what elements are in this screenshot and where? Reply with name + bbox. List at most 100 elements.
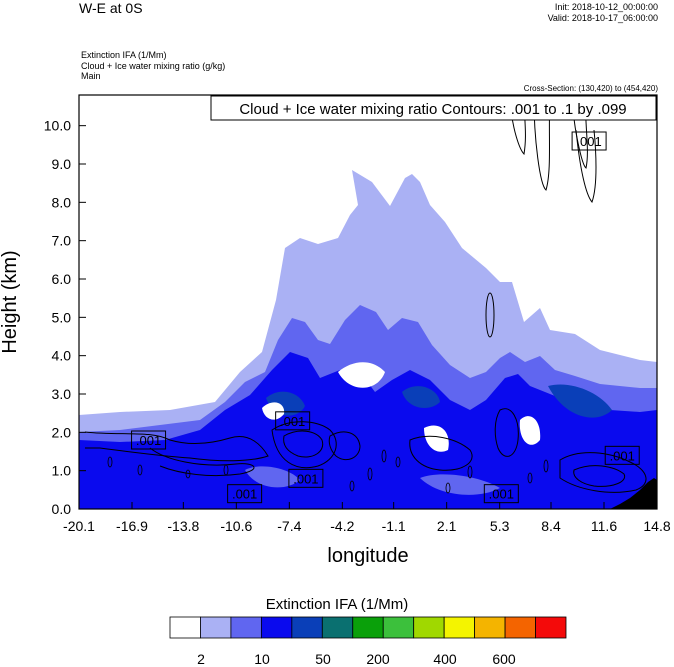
plot-title: W-E at 0S [79,0,143,16]
contour-upper-4 [575,129,597,203]
mixing-ratio-contours [84,98,647,493]
colorbar-swatch [352,616,384,639]
colorbar-label: 200 [366,651,390,667]
contour-line-label-text: .001 [576,134,601,149]
colorbar-swatch [382,616,415,639]
cell [107,456,113,468]
contour-cluster-2 [283,430,324,458]
y-tick-label: 10.0 [44,118,71,134]
contour-mid [485,292,495,338]
field-domain: Main [81,71,101,81]
colorbar-label: 2 [197,651,205,667]
contour-cluster-east-4 [573,465,626,487]
x-tick-label: -7.4 [277,518,301,534]
colorbar-label: 50 [315,651,331,667]
contour-info-box: Cloud + Ice water mixing ratio Contours:… [210,95,657,121]
field-extinction: Extinction IFA (1/Mm) [81,50,167,60]
y-tick-label: 4.0 [52,348,72,364]
contour-line-labels: .001 .001 .001 .001 .001 .001 .001 [131,131,640,504]
cell [349,480,355,492]
x-tick-label: 11.6 [591,518,617,534]
y-tick-label: 5.0 [52,309,72,325]
y-tick-label: 0.0 [52,501,72,517]
colorbar-label: 10 [254,651,270,667]
extinction-fill-layer [79,170,657,509]
contour-line-label-text: .001 [293,471,318,486]
x-tick-label: 8.4 [541,518,561,534]
init-time: Init: 2018-10-12_00:00:00 [554,2,658,12]
terrain-fill [610,478,657,509]
colorbar-label: 400 [433,651,457,667]
colorbar-swatch [260,616,293,639]
colorbar-swatch [200,616,232,639]
contour-line-label: .001 [227,484,263,504]
x-axis-label: longitude [327,545,408,567]
colorbar-swatch [321,616,354,639]
colorbar-title: Extinction IFA (1/Mm) [265,596,409,613]
colorbar-swatch [413,616,445,639]
y-tick-label: 3.0 [52,386,72,402]
fill-band-50-200 [79,352,657,509]
colorbar: 2 10 50 200 400 600 [169,616,567,667]
y-tick-label: 1.0 [52,463,72,479]
x-tick-label: -20.1 [63,518,95,534]
y-axis-ticks: 0.0 1.0 2.0 3.0 4.0 5.0 6.0 7.0 8.0 9.0 10.0 [44,118,86,517]
cell [527,472,533,484]
contour-lowlevel-west-2 [149,447,255,477]
contour-line-label-text: .001 [489,487,514,502]
contour-line-label: .001 [483,484,519,504]
contour-line-label-text: .001 [280,414,305,429]
contour-cells [107,449,549,494]
cell [137,464,143,476]
axes [78,94,658,510]
cell [367,467,373,481]
cell [223,464,229,476]
contour-cluster-3 [328,431,361,461]
cell [467,465,473,479]
contour-cluster-east [409,435,473,471]
contour-cluster-east-2 [494,408,519,457]
contour-line-label: .001 [604,445,640,465]
fill-low-pockets [245,466,500,495]
x-tick-label: -1.1 [382,518,406,534]
contour-line-label: .001 [275,411,311,431]
colorbar-swatch [535,616,567,639]
field-mixing-ratio: Cloud + Ice water mixing ratio (g/kg) [81,60,226,71]
colorbar-swatch [291,616,323,639]
contour-cluster-east-3 [559,452,647,493]
contour-cluster-1 [271,421,337,469]
x-tick-label: 2.1 [437,518,457,534]
cell [381,449,387,463]
x-tick-label: 5.3 [490,518,510,534]
x-tick-label: -13.8 [167,518,199,534]
cell [395,456,401,468]
contour-line-label: .001 [571,131,607,151]
cell [185,469,191,479]
contour-upper-2 [533,98,551,191]
cell [543,459,549,473]
contour-line-label: .001 [288,468,324,488]
colorbar-swatch [443,616,476,639]
field-list: Extinction IFA (1/Mm) Cloud + Ice water … [81,50,225,82]
colorbar-swatch [504,616,536,639]
contour-line-label-text: .001 [136,433,161,448]
cell [445,482,451,494]
contour-lowlevel-west [84,431,269,462]
contour-line-label-text: .001 [232,487,257,502]
y-tick-label: 7.0 [52,233,72,249]
x-tick-label: -4.2 [330,518,354,534]
y-tick-label: 2.0 [52,424,72,440]
x-axis-ticks: -20.1 -16.9 -13.8 -10.6 -7.4 -4.2 -1.1 2.1 5.3 8.… [63,502,671,534]
y-tick-label: 9.0 [52,156,72,172]
colorbar-swatch [169,616,201,639]
colorbar-swatch [230,616,262,639]
y-tick-label: 8.0 [52,194,72,210]
valid-time: Valid: 2018-10-17_06:00:00 [547,13,658,23]
x-tick-label: -16.9 [116,518,148,534]
x-tick-label: 14.8 [643,518,670,534]
plot-frame [78,94,658,510]
contour-info-text: Cloud + Ice water mixing ratio Contours:… [239,101,626,118]
colorbar-label: 600 [492,651,516,667]
contour-line-label-text: .001 [610,448,635,463]
